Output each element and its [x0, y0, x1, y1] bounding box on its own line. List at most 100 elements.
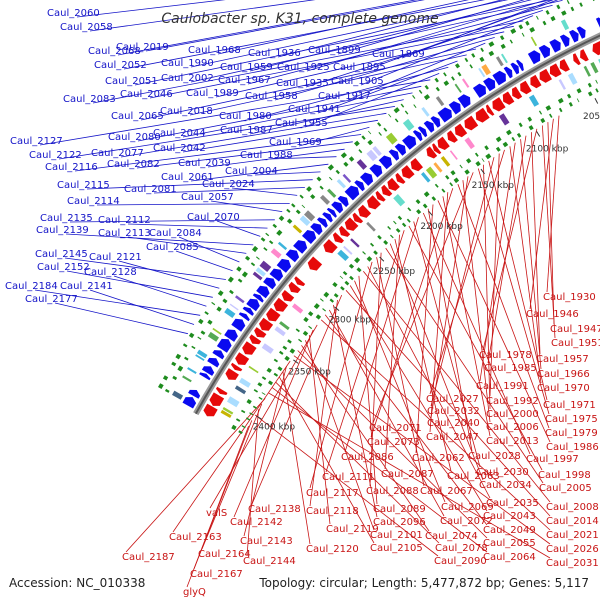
orf-tick [348, 263, 355, 269]
orf-tick [451, 76, 455, 81]
forward-gene-label: Caul_2122 [29, 150, 82, 161]
orf-tick [393, 107, 400, 114]
genome-summary-text: Topology: circular; Length: 5,477,872 bp… [258, 576, 589, 590]
forward-gene-label: Caul_1958 [245, 91, 298, 102]
orf-tick [518, 122, 523, 128]
orf-tick [320, 298, 324, 302]
forward-gene-label: Caul_2082 [107, 159, 160, 170]
forward-gene-label: Caul_2128 [84, 267, 137, 278]
forward-gene-arrow [269, 268, 284, 282]
forward-gene-arrow [423, 120, 435, 133]
orf-tick [315, 314, 322, 320]
reverse-gene-label: Caul_2118 [306, 506, 359, 517]
forward-gene-label: Caul_2135 [40, 213, 93, 224]
orf-tick [434, 183, 439, 188]
reverse-gene-arrow [209, 392, 225, 406]
orf-tick [316, 176, 322, 182]
reverse-category-block [425, 166, 438, 179]
reverse-gene-arrow [492, 97, 506, 112]
forward-gene-label: Caul_2113 [98, 228, 151, 239]
forward-gene-label: Caul_1968 [188, 45, 241, 56]
forward-leader-line [54, 302, 188, 335]
orf-tick [390, 234, 394, 239]
reverse-gene-label: Caul_1979 [545, 428, 598, 439]
reverse-leader-line [201, 403, 263, 550]
reverse-leader-line [345, 290, 551, 517]
reverse-leader-line [370, 188, 454, 438]
reverse-leader-line [251, 294, 343, 505]
orf-tick [256, 256, 260, 260]
forward-leader-line [58, 106, 396, 160]
forward-gene-arrow [569, 29, 579, 43]
orf-tick [197, 336, 202, 340]
forward-category-block [481, 64, 491, 76]
orf-tick [308, 325, 313, 330]
orf-tick [455, 63, 460, 69]
forward-gene-arrow [337, 195, 349, 208]
orf-tick [557, 97, 564, 104]
reverse-gene-arrow [573, 53, 581, 66]
reverse-gene-label: Caul_2144 [243, 556, 296, 567]
reverse-gene-label: Caul_2069 [441, 502, 494, 513]
reverse-leader-line [349, 285, 488, 512]
orf-tick [373, 250, 378, 255]
orf-tick [250, 262, 256, 267]
orf-tick [377, 235, 382, 240]
forward-category-block [252, 271, 263, 281]
orf-tick [362, 251, 366, 255]
reverse-leader-line [271, 387, 488, 553]
reverse-category-block [498, 113, 510, 126]
forward-leader-line [298, 126, 370, 147]
ruler-tick [293, 359, 299, 364]
ruler-tick [428, 210, 433, 216]
orf-tick [568, 102, 573, 107]
orf-tick [474, 152, 479, 157]
reverse-leader-line [362, 270, 551, 503]
orf-tick [413, 104, 417, 108]
reverse-gene-label: Caul_2187 [122, 552, 175, 563]
orf-tick [302, 330, 309, 336]
reverse-leader-line [429, 192, 449, 433]
reverse-leader-line [430, 176, 469, 419]
reverse-gene-arrow [426, 146, 438, 159]
reverse-gene-arrow [381, 184, 393, 197]
orf-tick [536, 15, 539, 20]
forward-gene-label: Caul_2065 [111, 111, 164, 122]
forward-category-block [299, 215, 311, 226]
reverse-category-block [343, 245, 353, 255]
forward-gene-arrow [516, 59, 524, 72]
forward-leader-line [123, 0, 486, 70]
orf-tick [344, 280, 350, 286]
forward-leader-line [89, 0, 316, 32]
orf-tick [172, 375, 178, 381]
forward-gene-label: Caul_2057 [181, 192, 234, 203]
orf-tick [506, 129, 512, 136]
ruler-tick [334, 306, 340, 312]
reverse-category-block [337, 249, 349, 261]
orf-tick [595, 88, 599, 93]
reverse-leader-line [268, 392, 551, 559]
reverse-gene-label: Caul_2021 [546, 530, 599, 541]
orf-tick [252, 405, 258, 410]
reverse-category-block [433, 162, 443, 173]
forward-category-block [421, 107, 430, 117]
forward-gene-label: Caul_2184 [5, 281, 58, 292]
forward-category-block [327, 188, 337, 198]
reverse-leader-line [487, 135, 527, 364]
reverse-gene-label: Caul_1985 [484, 363, 537, 374]
forward-leader-line [64, 257, 226, 280]
reverse-gene-label: Caul_2072 [440, 516, 493, 527]
forward-gene-label: Caul_1925 [277, 62, 330, 73]
reverse-category-block [590, 62, 599, 74]
reverse-gene-label: Caul_2067 [420, 486, 473, 497]
orf-tick [545, 105, 552, 111]
orf-tick [327, 164, 334, 171]
orf-tick [587, 91, 593, 97]
forward-gene-arrow [437, 107, 452, 123]
reverse-leader-line [542, 125, 556, 339]
forward-gene-arrow [549, 39, 561, 53]
reverse-gene-label: Caul_2167 [190, 569, 243, 580]
forward-gene-arrow [242, 306, 254, 316]
forward-category-block [224, 307, 236, 318]
